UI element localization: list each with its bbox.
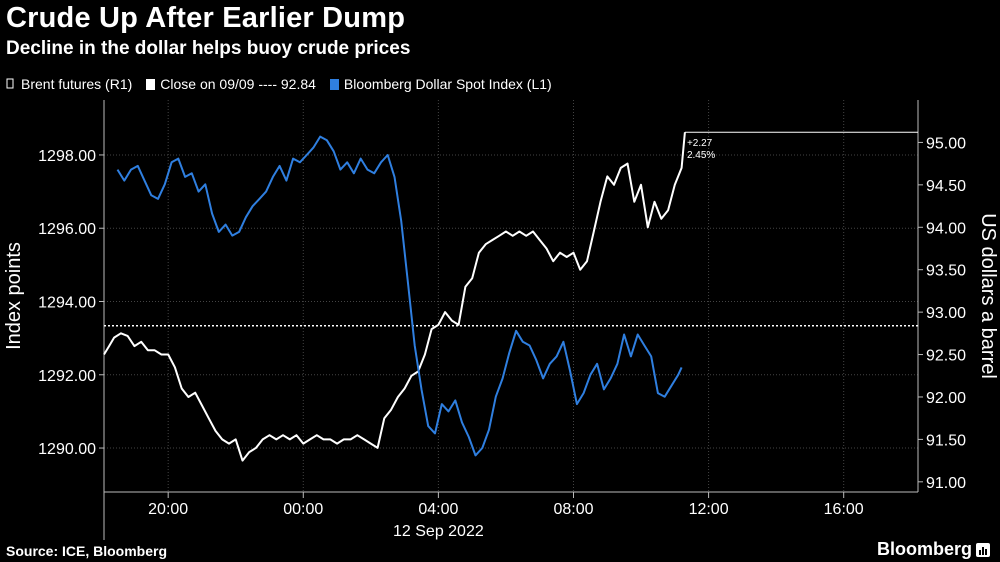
- right-tick-label: 94.50: [926, 178, 966, 195]
- bloomberg-logo: Bloomberg: [877, 539, 990, 560]
- left-tick-label: 1296.00: [38, 221, 96, 238]
- x-tick-label: 04:00: [418, 501, 458, 518]
- right-tick-label: 93.50: [926, 263, 966, 280]
- x-tick-label: 20:00: [148, 501, 188, 518]
- right-tick-label: 92.50: [926, 348, 966, 365]
- series-line-dollar: [116, 135, 683, 457]
- source-note: Source: ICE, Bloomberg: [6, 543, 168, 559]
- legend-swatch-dollar: [329, 78, 339, 90]
- legend-item-dollar: Bloomberg Dollar Spot Index (L1): [329, 76, 552, 92]
- right-tick-label: 95.00: [926, 135, 966, 152]
- right-axis-title: US dollars a barrel: [977, 213, 999, 379]
- left-tick-label: 1290.00: [38, 441, 96, 458]
- left-tick-label: 1294.00: [38, 294, 96, 311]
- right-tick-label: 94.00: [926, 220, 966, 237]
- legend-label-brent: Brent futures (R1): [21, 76, 133, 92]
- legend-item-brent: Brent futures (R1): [6, 76, 132, 92]
- annotation-change: +2.27: [687, 138, 713, 149]
- legend-label-close: Close on 09/09 ---- 92.84: [160, 76, 316, 92]
- right-tick-label: 91.50: [926, 432, 966, 449]
- chart-subtitle: Decline in the dollar helps buoy crude p…: [6, 38, 411, 59]
- legend-label-dollar: Bloomberg Dollar Spot Index (L1): [343, 76, 552, 92]
- left-tick-label: 1298.00: [38, 148, 96, 165]
- chart-title: Crude Up After Earlier Dump: [6, 2, 406, 34]
- x-sublabel: 12 Sep 2022: [393, 523, 484, 540]
- series-line-brent: [103, 132, 686, 462]
- left-axis-title: Index points: [3, 242, 25, 350]
- legend-swatch-close: [146, 78, 156, 90]
- x-tick-label: 00:00: [283, 501, 323, 518]
- x-tick-label: 08:00: [553, 501, 593, 518]
- x-tick-label: 16:00: [824, 501, 864, 518]
- annotation-percent: 2.45%: [687, 150, 715, 161]
- chart-legend: Brent futures (R1) Close on 09/09 ---- 9…: [6, 76, 552, 92]
- right-tick-label: 92.00: [926, 390, 966, 407]
- bloomberg-mark-icon: [976, 542, 990, 557]
- legend-marker-brent-icon: [6, 78, 14, 89]
- legend-item-close: Close on 09/09 ---- 92.84: [146, 76, 316, 92]
- brand-name: Bloomberg: [876, 539, 972, 559]
- left-tick-label: 1292.00: [38, 368, 96, 385]
- right-tick-label: 91.00: [926, 475, 966, 492]
- right-tick-label: 93.00: [926, 305, 966, 322]
- x-tick-label: 12:00: [689, 501, 729, 518]
